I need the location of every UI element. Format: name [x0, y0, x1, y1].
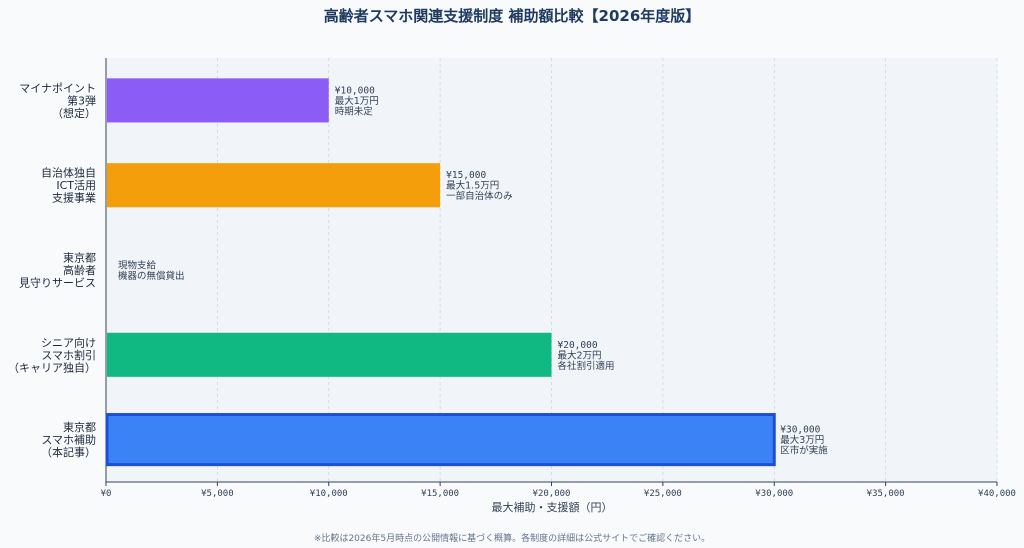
category-label: 東京都高齢者見守りサービス: [19, 251, 96, 290]
x-tick-label: ¥0: [101, 489, 112, 499]
x-tick-label: ¥10,000: [310, 489, 348, 499]
data-label: ¥10,000 最大1万円時期未定: [335, 85, 379, 117]
data-label: 現物支給機器の無償貸出: [118, 259, 185, 282]
x-tick-label: ¥20,000: [533, 489, 571, 499]
x-tick-label: ¥5,000: [201, 489, 234, 499]
plot-area: ¥0 ¥5,000 ¥10,000 ¥15,000 ¥20,000 ¥25,000 ¥30,…: [8, 58, 1016, 499]
bar: [105, 413, 776, 467]
x-tick-label: ¥40,000: [978, 489, 1016, 499]
footnote: ※比較は2026年5月時点の公開情報に基づく概算。各制度の詳細は公式サイトでご確…: [314, 532, 710, 544]
category-label: シニア向けスマホ割引（キャリア独自）: [8, 335, 96, 374]
x-axis-label: 最大補助・支援額（円）: [492, 500, 613, 514]
data-label: ¥15,000 最大1.5万円一部自治体のみ: [446, 170, 513, 202]
x-tick-label: ¥30,000: [755, 489, 793, 499]
data-label: ¥20,000 最大2万円各社割引適用: [558, 340, 615, 372]
bar: [107, 332, 552, 377]
bar: [107, 163, 441, 208]
bar: [107, 78, 329, 123]
chart-title: 高齢者スマホ関連支援制度 補助額比較【2026年度版】: [324, 7, 701, 25]
x-tick-label: ¥25,000: [644, 489, 682, 499]
data-label: ¥30,000 最大3万円区市が実施: [780, 425, 828, 457]
category-label: 東京都スマホ補助（本記事）: [41, 420, 96, 459]
category-label: マイナポイント第3弾（想定）: [19, 82, 96, 120]
category-label: 自治体独自 ICT活用支援事業: [41, 166, 96, 205]
x-tick-label: ¥15,000: [421, 489, 459, 499]
x-tick-label: ¥35,000: [867, 489, 905, 499]
